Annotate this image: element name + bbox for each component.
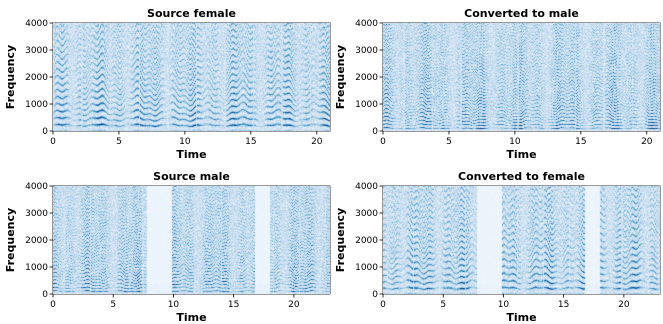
x-tick-label: 15 [558, 300, 569, 310]
x-tick-label: 0 [380, 137, 386, 147]
x-tick-label: 20 [641, 137, 653, 147]
x-tick-label: 5 [116, 137, 122, 147]
y-tick-label: 3000 [355, 209, 378, 219]
plot-title: Source female [147, 7, 236, 20]
y-tick-label: 1000 [355, 100, 378, 110]
y-axis-label: Frequency [4, 208, 17, 272]
x-tick-label: 0 [380, 300, 386, 310]
spectrogram-panel-3: Source male 0 5 10 15 20 0 1000 2000 3000 4000 Time… [4, 170, 331, 324]
y-tick-label: 3000 [25, 46, 48, 56]
x-tick-label: 5 [110, 300, 116, 310]
y-tick-label: 4000 [25, 182, 48, 192]
y-tick-label: 1000 [355, 263, 378, 273]
x-tick-label: 20 [288, 300, 300, 310]
x-tick-label: 10 [509, 137, 521, 147]
x-axis-label: Time [506, 311, 536, 324]
y-tick-label: 0 [42, 127, 48, 137]
spectrogram-panel-1: Source female 0 5 10 15 20 0 1000 2000 3000 4000 Ti… [4, 7, 331, 161]
y-tick-label: 3000 [355, 46, 378, 56]
y-tick-label: 2000 [355, 236, 378, 246]
y-tick-label: 0 [372, 290, 378, 300]
x-axis-label: Time [176, 148, 206, 161]
spectrogram-panel-2: Converted to male 0 5 10 15 20 0 1000 2000 3000 40… [334, 7, 661, 161]
y-tick-label: 4000 [355, 182, 378, 192]
spectrogram-heatmap [53, 23, 330, 131]
y-tick-label: 0 [42, 290, 48, 300]
y-tick-label: 2000 [25, 73, 48, 83]
x-axis-label: Time [176, 311, 206, 324]
y-tick-label: 1000 [25, 263, 48, 273]
x-tick-label: 10 [179, 137, 191, 147]
y-tick-label: 2000 [355, 73, 378, 83]
y-tick-label: 0 [372, 127, 378, 137]
spectrogram-heatmap [53, 186, 330, 294]
x-tick-label: 15 [575, 137, 586, 147]
x-tick-label: 20 [311, 137, 323, 147]
x-axis-label: Time [506, 148, 536, 161]
plot-title: Source male [153, 170, 230, 183]
y-tick-label: 2000 [25, 236, 48, 246]
spectrogram-heatmap [383, 23, 660, 131]
y-axis-label: Frequency [4, 45, 17, 109]
y-tick-label: 4000 [355, 19, 378, 29]
x-tick-label: 10 [498, 300, 510, 310]
x-tick-label: 5 [446, 137, 452, 147]
y-tick-label: 4000 [25, 19, 48, 29]
x-tick-label: 10 [168, 300, 180, 310]
x-tick-label: 15 [245, 137, 256, 147]
spectrogram-panel-4: Converted to female 0 5 10 15 20 0 1000 2000 3000… [334, 170, 661, 324]
spectrogram-heatmap [383, 186, 660, 294]
plot-title: Converted to female [458, 170, 585, 183]
x-tick-label: 0 [50, 300, 56, 310]
x-tick-label: 15 [228, 300, 239, 310]
plot-title: Converted to male [464, 7, 579, 20]
y-axis-label: Frequency [334, 208, 347, 272]
y-tick-label: 1000 [25, 100, 48, 110]
x-tick-label: 20 [618, 300, 630, 310]
x-tick-label: 5 [440, 300, 446, 310]
y-axis-label: Frequency [334, 45, 347, 109]
y-tick-label: 3000 [25, 209, 48, 219]
x-tick-label: 0 [50, 137, 56, 147]
